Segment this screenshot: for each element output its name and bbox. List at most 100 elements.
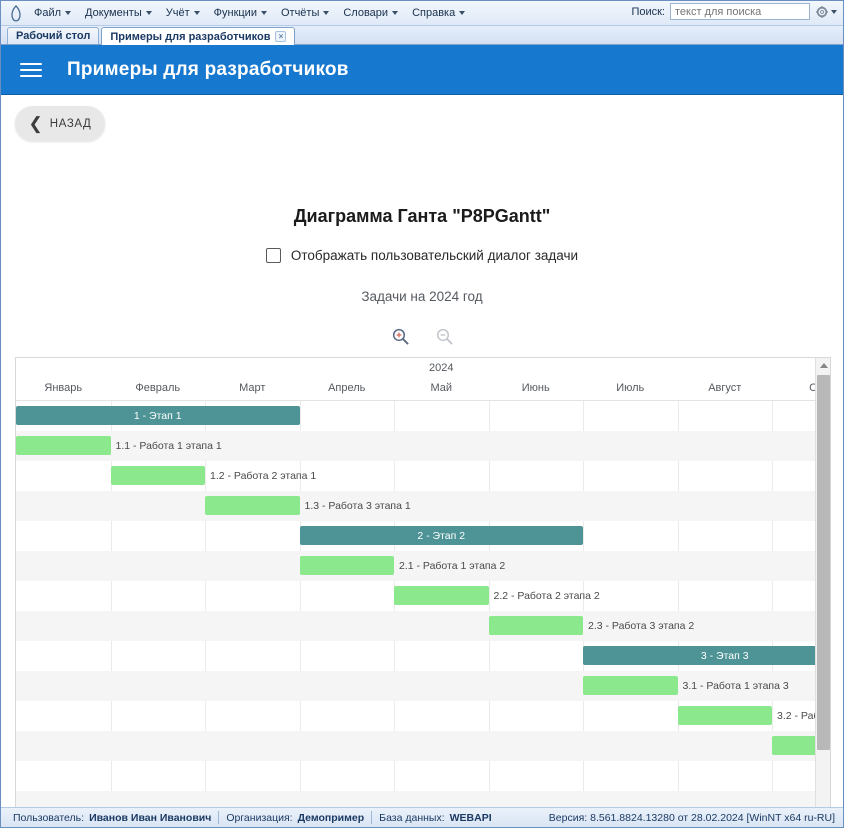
gantt-month-label: Апрель [328, 382, 366, 394]
gantt-row[interactable] [16, 491, 830, 521]
back-button-label: НАЗАД [49, 117, 92, 130]
gantt-task-bar[interactable]: 1 - Этап 1 [16, 406, 300, 425]
hamburger-icon[interactable] [17, 60, 45, 80]
status-bar: Пользователь: Иванов Иван Иванович Орган… [1, 807, 843, 827]
vertical-scrollbar[interactable] [815, 358, 830, 807]
user-dialog-checkbox[interactable] [265, 248, 281, 263]
search-area: Поиск: [631, 3, 837, 20]
gantt-task-bar[interactable] [677, 706, 772, 725]
status-org-value: Демопример [297, 811, 365, 824]
gantt-grid-line [205, 401, 206, 807]
chevron-down-icon [831, 9, 837, 14]
gantt-row[interactable] [16, 551, 830, 581]
gantt-task-bar[interactable]: 3 - Этап 3 [583, 646, 830, 665]
chevron-left-icon: ❮ [28, 114, 43, 133]
menu-item-label: Справка [412, 7, 456, 19]
chevron-down-icon [323, 11, 330, 15]
gantt-task-label: 1.1 - Работа 1 этапа 1 [115, 439, 222, 452]
gantt-rows-area: 1 - Этап 1 1.1 - Работа 1 этапа 1 1.2 - Ра… [16, 401, 830, 807]
gantt-task-bar[interactable] [488, 616, 583, 635]
gantt-timeline-header: 2024 Январь Февраль Март Апрель Май Июнь Июль А… [16, 358, 830, 401]
search-input[interactable] [670, 3, 810, 20]
gantt-row[interactable] [16, 731, 830, 761]
app-header: Примеры для разработчиков [1, 45, 843, 95]
back-button[interactable]: ❮ НАЗАД [15, 106, 105, 141]
chart-subtitle: Задачи на 2024 год [361, 289, 483, 304]
gantt-row[interactable] [16, 431, 830, 461]
tab-1[interactable]: Примеры для разработчиков × [101, 27, 296, 45]
status-org-label: Организация: [226, 811, 293, 824]
gantt-task-label: 3 - Этап 3 [700, 649, 749, 662]
status-organization: Организация: Демопример [219, 812, 371, 824]
zoom-in-icon[interactable] [389, 325, 411, 347]
zoom-controls [1, 325, 843, 347]
gantt-chart: 2024 Январь Февраль Март Апрель Май Июнь Июль А… [15, 357, 831, 807]
gantt-task-bar[interactable] [299, 556, 394, 575]
gantt-task-label: 1.2 - Работа 2 этапа 1 [210, 469, 317, 482]
gantt-task-bar[interactable] [394, 586, 489, 605]
gantt-month-label: Август [708, 382, 742, 394]
gantt-grid-line [488, 401, 490, 807]
gantt-month-labels: Январь Февраль Март Апрель Май Июнь Июль Август… [16, 376, 830, 400]
app-logo-icon [5, 2, 27, 24]
tab-label: Рабочий стол [16, 30, 91, 42]
gantt-month-label: Май [430, 382, 453, 394]
gantt-month-label: Январь [44, 382, 83, 394]
menu-item-5[interactable]: Словари [336, 4, 405, 22]
settings-gear-button[interactable] [815, 5, 837, 19]
header-title: Примеры для разработчиков [67, 58, 349, 80]
scroll-up-button[interactable] [816, 358, 830, 373]
arrow-up-icon [819, 363, 828, 368]
menu-item-3[interactable]: Функции [207, 4, 274, 22]
gantt-task-bar[interactable] [110, 466, 205, 485]
gantt-row[interactable] [16, 611, 830, 641]
menu-item-label: Функции [213, 7, 257, 19]
menu-item-4[interactable]: Отчёты [274, 4, 336, 22]
zoom-out-icon[interactable] [433, 325, 455, 347]
gantt-task-label: 2.3 - Работа 3 этапа 2 [588, 619, 695, 632]
gantt-task-bar[interactable]: 2 - Этап 2 [299, 526, 583, 545]
gantt-row[interactable] [16, 791, 830, 807]
gantt-grid-line [299, 401, 301, 807]
gantt-task-bar[interactable] [583, 676, 678, 695]
menu-bar: Файл Документы Учёт Функции Отчёты Словари Спр… [1, 1, 843, 26]
menu-item-0[interactable]: Файл [27, 4, 78, 22]
gantt-year-label: 2024 [429, 362, 454, 374]
gantt-task-label: 1.3 - Работа 3 этапа 1 [304, 499, 411, 512]
close-icon[interactable]: × [275, 31, 287, 42]
chevron-down-icon [260, 11, 267, 15]
menu-items: Файл Документы Учёт Функции Отчёты Словари Спр… [27, 4, 472, 22]
menu-item-label: Учёт [165, 7, 190, 19]
status-db-label: База данных: [379, 811, 445, 824]
tab-0[interactable]: Рабочий стол [7, 27, 100, 44]
gantt-task-bar[interactable] [16, 436, 111, 455]
gantt-task-label: 1 - Этап 1 [133, 409, 182, 422]
page-title: Диаграмма Ганта "P8PGantt" [293, 206, 551, 226]
gantt-task-bar[interactable] [205, 496, 300, 515]
gantt-task-label: 2.2 - Работа 2 этапа 2 [493, 589, 600, 602]
gantt-month-label: Март [239, 382, 266, 394]
menu-item-label: Документы [85, 7, 142, 19]
status-db-value: WEBAPI [449, 811, 492, 824]
tab-label: Примеры для разработчиков [110, 30, 271, 43]
gantt-row[interactable] [16, 671, 830, 701]
gantt-month-label: Июль [616, 382, 645, 394]
vertical-scrollbar-thumb[interactable] [817, 375, 830, 750]
gantt-grid-line [677, 401, 679, 807]
gear-icon [816, 5, 828, 18]
main-content: ❮ НАЗАД Диаграмма Ганта "P8PGantt" Отобр… [1, 95, 843, 807]
gantt-row[interactable] [16, 761, 830, 791]
menu-item-6[interactable]: Справка [405, 4, 472, 22]
user-dialog-checkbox-label: Отображать пользовательский диалог задач… [290, 248, 579, 263]
menu-item-2[interactable]: Учёт [159, 4, 207, 22]
status-divider [371, 811, 373, 824]
chevron-down-icon [193, 11, 200, 15]
user-dialog-checkbox-row: Отображать пользовательский диалог задач… [1, 248, 843, 263]
gantt-task-label: 2 - Этап 2 [417, 529, 466, 542]
status-database: База данных: WEBAPI [372, 812, 498, 824]
chevron-down-icon [145, 11, 152, 15]
menu-item-label: Файл [34, 7, 62, 19]
chevron-down-icon [392, 11, 399, 15]
menu-item-1[interactable]: Документы [78, 4, 159, 22]
